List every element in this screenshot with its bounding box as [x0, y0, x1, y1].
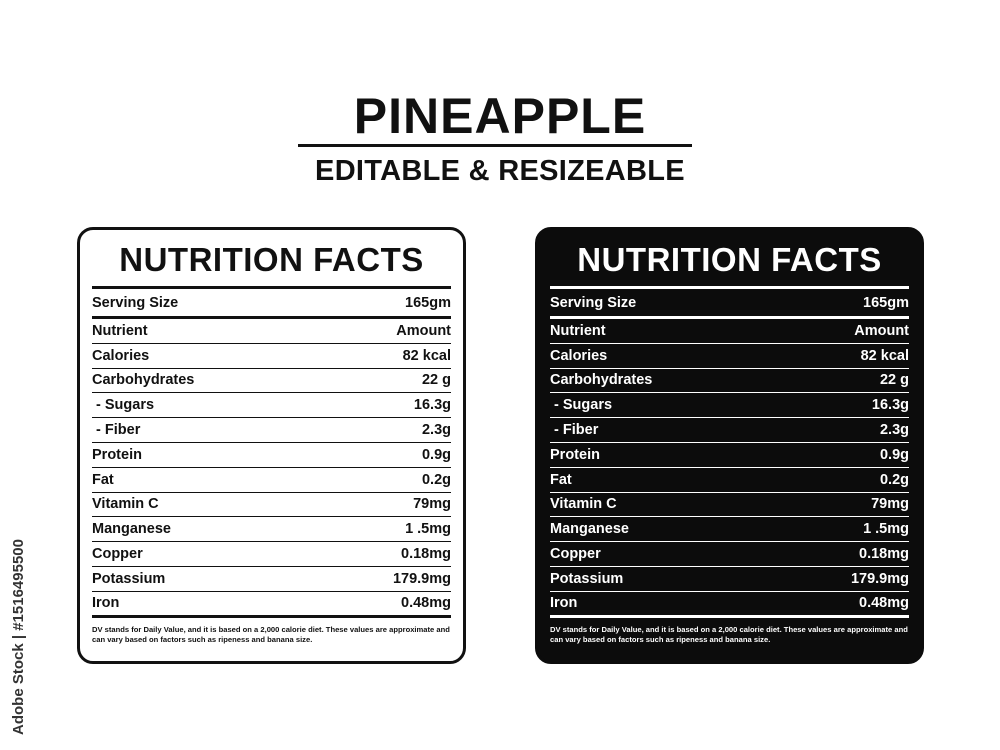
nutrient-row: - Sugars 16.3g	[92, 393, 451, 419]
nutrient-amount: 0.9g	[879, 446, 909, 463]
nutrient-row: - Sugars 16.3g	[550, 393, 909, 419]
thick-divider	[550, 286, 909, 289]
nutrient-name: Copper	[92, 546, 143, 563]
nutrient-amount: 22 g	[421, 372, 451, 389]
nutrient-amount: 22 g	[879, 372, 909, 389]
nutrient-row: Copper 0.18mg	[92, 542, 451, 567]
nutrient-name: Fat	[550, 471, 572, 488]
nutrient-name: - Fiber	[92, 422, 141, 439]
nutrient-amount: 16.3g	[871, 397, 909, 414]
nutrient-name: Protein	[92, 446, 142, 463]
nutrient-name: - Sugars	[92, 397, 155, 414]
nutrient-name: Iron	[550, 595, 578, 612]
nutrient-name: - Fiber	[550, 422, 599, 439]
nutrient-row: Manganese 1 .5mg	[550, 517, 909, 543]
thick-divider	[92, 286, 451, 289]
daily-value-note: DV stands for Daily Value, and it is bas…	[550, 624, 908, 644]
nutrient-name: Nutrient	[92, 322, 148, 339]
nutrient-row: Carbohydrates 22 g	[92, 369, 451, 394]
nutrient-name: Calories	[550, 347, 608, 364]
nutrient-name: Iron	[92, 595, 120, 612]
nutrient-row: Iron 0.48mg	[550, 592, 909, 618]
nutrient-row: Iron 0.48mg	[92, 592, 451, 618]
nutrient-name: Potassium	[550, 570, 624, 587]
nutrient-name: Vitamin C	[92, 496, 159, 513]
page-title: PINEAPPLE	[353, 88, 647, 144]
nutrition-facts-title: NUTRITION FACTS	[577, 241, 882, 278]
nutrient-amount: 79mg	[871, 496, 909, 513]
nutrient-amount: 82 kcal	[402, 347, 451, 364]
nutrient-name: Manganese	[550, 521, 629, 538]
nutrient-amount: 0.18mg	[859, 546, 909, 563]
nutrient-row: Vitamin C 79mg	[550, 493, 909, 518]
page-subtitle: EDITABLE & RESIZEABLE	[315, 155, 685, 187]
serving-size-row: Serving Size 165gm	[92, 289, 451, 319]
nutrient-row: Carbohydrates 22 g	[550, 369, 909, 394]
nutrient-amount: 0.9g	[421, 446, 451, 463]
daily-value-note: DV stands for Daily Value, and it is bas…	[92, 624, 450, 644]
nutrient-amount: 179.9mg	[850, 570, 909, 587]
nutrient-amount: 0.2g	[879, 471, 909, 488]
serving-size-label: Serving Size	[92, 294, 179, 311]
nutrient-name: Potassium	[92, 570, 166, 587]
nutrient-amount: 0.2g	[421, 471, 451, 488]
nutrient-name: Protein	[550, 446, 600, 463]
nutrient-amount: 2.3g	[879, 422, 909, 439]
nutrient-row: Fat 0.2g	[550, 468, 909, 493]
nutrition-card-light: NUTRITION FACTS Serving Size 165gm Nutri…	[77, 227, 466, 664]
stock-id-watermark: Adobe Stock | #1516495500	[10, 505, 34, 735]
nutrient-name: Calories	[92, 347, 150, 364]
serving-size-value: 165gm	[863, 294, 909, 311]
nutrient-row: Vitamin C 79mg	[92, 493, 451, 518]
nutrient-row: - Fiber 2.3g	[92, 418, 451, 443]
nutrient-amount: Amount	[396, 322, 451, 339]
nutrient-amount: 0.48mg	[401, 595, 451, 612]
nutrient-amount: 16.3g	[413, 397, 451, 414]
nutrient-row: Nutrient Amount	[550, 319, 909, 344]
nutrient-row: Fat 0.2g	[92, 468, 451, 493]
nutrient-amount: 82 kcal	[860, 347, 909, 364]
serving-size-label: Serving Size	[550, 294, 637, 311]
serving-size-value: 165gm	[405, 294, 451, 311]
nutrient-name: Carbohydrates	[550, 372, 653, 389]
nutrient-name: Nutrient	[550, 322, 606, 339]
nutrition-facts-title: NUTRITION FACTS	[119, 241, 424, 278]
nutrient-row: Calories 82 kcal	[92, 344, 451, 369]
nutrient-row: Potassium 179.9mg	[92, 567, 451, 592]
nutrient-name: Copper	[550, 546, 601, 563]
nutrient-amount: 1 .5mg	[405, 521, 451, 538]
nutrient-name: Fat	[92, 471, 114, 488]
nutrient-name: Vitamin C	[550, 496, 617, 513]
title-divider	[298, 144, 692, 147]
nutrient-amount: 1 .5mg	[863, 521, 909, 538]
stock-id-text: Adobe Stock | #1516495500	[10, 539, 27, 735]
nutrient-name: Manganese	[92, 521, 171, 538]
nutrition-card-dark: NUTRITION FACTS Serving Size 165gm Nutri…	[535, 227, 924, 664]
nutrient-amount: 0.18mg	[401, 546, 451, 563]
nutrient-amount: 79mg	[413, 496, 451, 513]
nutrient-row: - Fiber 2.3g	[550, 418, 909, 443]
nutrient-row: Potassium 179.9mg	[550, 567, 909, 592]
serving-size-row: Serving Size 165gm	[550, 289, 909, 319]
nutrient-row: Nutrient Amount	[92, 319, 451, 344]
nutrient-row: Manganese 1 .5mg	[92, 517, 451, 543]
nutrient-name: - Sugars	[550, 397, 613, 414]
nutrient-amount: Amount	[854, 322, 909, 339]
nutrient-name: Carbohydrates	[92, 372, 195, 389]
nutrient-amount: 0.48mg	[859, 595, 909, 612]
nutrient-amount: 2.3g	[421, 422, 451, 439]
nutrient-amount: 179.9mg	[392, 570, 451, 587]
nutrient-row: Protein 0.9g	[550, 443, 909, 468]
nutrient-row: Calories 82 kcal	[550, 344, 909, 369]
nutrient-row: Protein 0.9g	[92, 443, 451, 468]
nutrient-row: Copper 0.18mg	[550, 542, 909, 567]
